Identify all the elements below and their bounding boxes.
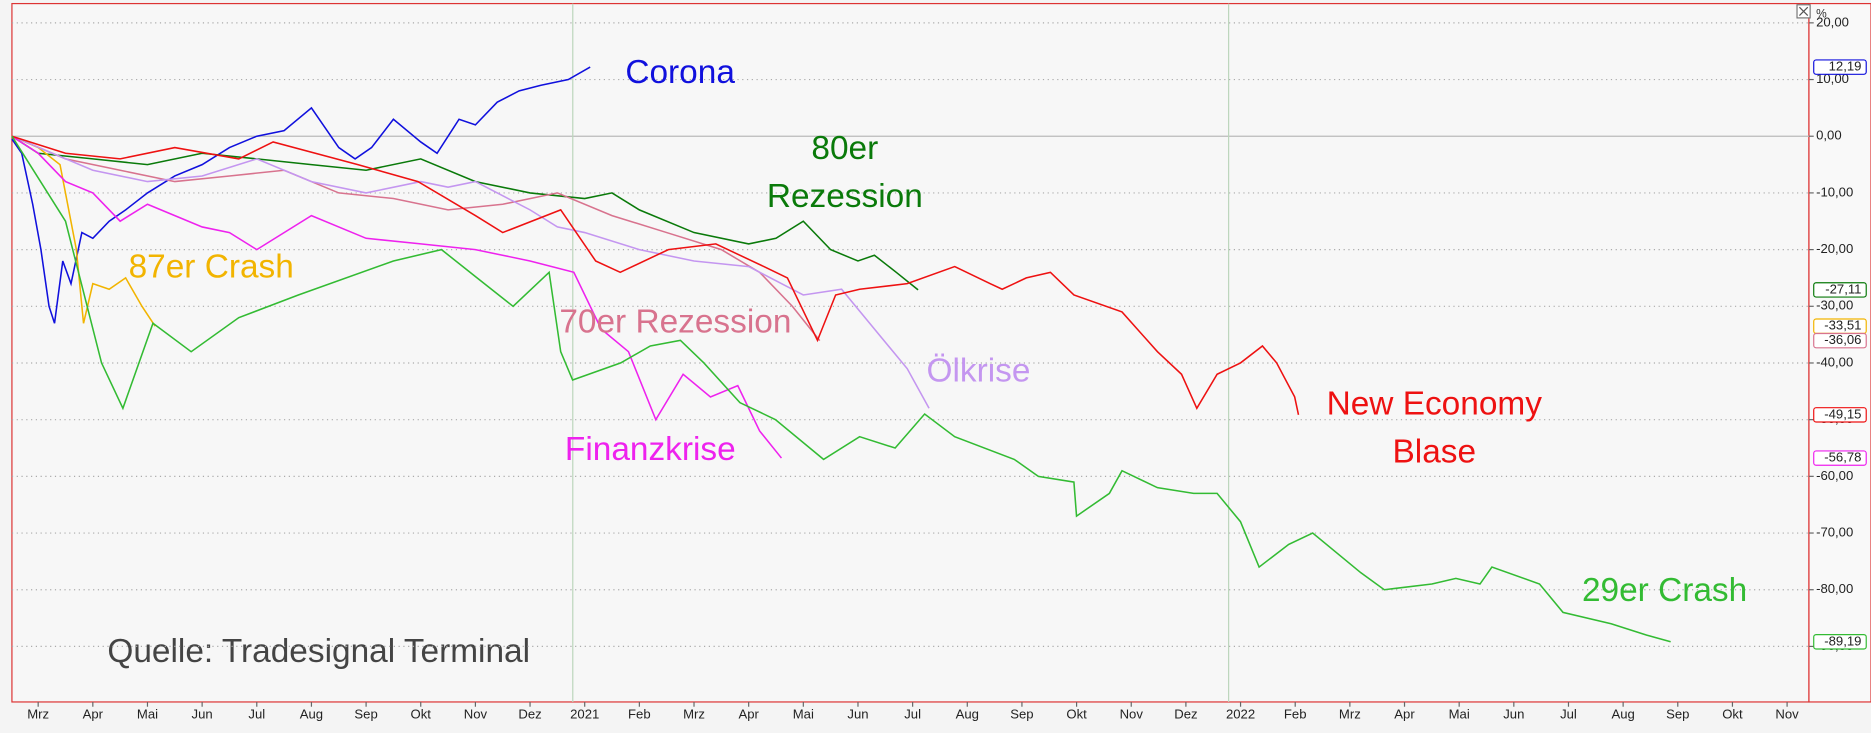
series-label: Ölkrise xyxy=(926,352,1030,389)
x-tick-label: Mrz xyxy=(27,707,49,722)
last-value-badge xyxy=(1813,634,1867,650)
x-tick-label: Jul xyxy=(904,707,921,722)
x-tick-label: Jul xyxy=(1560,707,1577,722)
series-label: Rezession xyxy=(767,178,923,215)
x-tick-label: Apr xyxy=(1394,707,1415,722)
x-tick-label: Dez xyxy=(518,707,541,722)
x-tick-label: Sep xyxy=(354,707,377,722)
x-tick-label: Sep xyxy=(1010,707,1033,722)
series-line xyxy=(11,135,1300,416)
close-icon xyxy=(1798,6,1809,16)
last-value-badge xyxy=(1813,282,1867,298)
y-tick-label: 20,00 xyxy=(1816,14,1849,29)
x-tick-label: Mai xyxy=(1449,707,1470,722)
y-axis-panel xyxy=(1808,2,1871,703)
lines xyxy=(11,66,1671,643)
y-tick-label: 0,00 xyxy=(1816,128,1842,143)
last-value-badge xyxy=(1813,59,1867,75)
x-tick-label: Nov xyxy=(1120,707,1144,722)
series-label: Blase xyxy=(1392,433,1476,470)
x-tick-label: Mai xyxy=(793,707,814,722)
plot-area xyxy=(11,2,1810,703)
last-value-badge xyxy=(1813,407,1867,423)
series-line xyxy=(11,135,919,291)
series-line xyxy=(11,135,821,342)
y-tick-label: -20,00 xyxy=(1816,241,1853,256)
series-label: 70er Rezession xyxy=(559,303,791,340)
last-value-label: -27,11 xyxy=(1825,281,1861,296)
y-tick-label: -40,00 xyxy=(1816,354,1853,369)
x-tick-label: Okt xyxy=(411,707,432,722)
x-tick-label: Dez xyxy=(1174,707,1197,722)
x-tick-label: Sep xyxy=(1666,707,1689,722)
x-tick-label: Mrz xyxy=(683,707,705,722)
series-line xyxy=(11,135,1671,643)
x-tick-label: Feb xyxy=(1284,707,1307,722)
x-tick-label: Feb xyxy=(628,707,651,722)
last-value-badge xyxy=(1813,332,1867,349)
x-tick-label: Nov xyxy=(1775,707,1799,722)
series-label: 87er Crash xyxy=(129,248,294,285)
x-tick-label: Jul xyxy=(248,707,265,722)
last-value-label: 12,19 xyxy=(1829,59,1862,74)
labels: Corona 12,19 80er Rezession -27,11 87er Crash… xyxy=(129,54,1867,650)
series-line xyxy=(11,135,156,327)
source-note: Quelle: Tradesignal Terminal xyxy=(107,633,530,670)
x-tick-label: 2021 xyxy=(570,707,599,722)
series-line xyxy=(11,135,930,409)
x-tick-label: Jun xyxy=(192,707,213,722)
last-value-label: -89,19 xyxy=(1824,633,1861,648)
series-line xyxy=(11,135,783,459)
y-tick-label: -80,00 xyxy=(1816,581,1853,596)
x-tick-label: Jun xyxy=(847,707,868,722)
x-tick-label: Apr xyxy=(738,707,759,722)
y-tick-label: -30,00 xyxy=(1816,298,1853,313)
last-value-badge xyxy=(1813,450,1867,466)
x-tick-label: Apr xyxy=(83,707,104,722)
x-tick-label: Mai xyxy=(137,707,158,722)
x-tick-label: Nov xyxy=(464,707,488,722)
x-tick-label: Mrz xyxy=(1339,707,1361,722)
series-label: New Economy xyxy=(1327,386,1543,423)
series-label: 29er Crash xyxy=(1582,572,1747,609)
x-tick-label: Okt xyxy=(1722,707,1743,722)
x-tick-label: Okt xyxy=(1066,707,1087,722)
y-tick-label: -60,00 xyxy=(1816,468,1853,483)
x-tick-label: Aug xyxy=(956,707,979,722)
x-tick-label: 2022 xyxy=(1226,707,1255,722)
series-label: 80er xyxy=(811,130,878,167)
x-tick-label: Jun xyxy=(1503,707,1524,722)
series-line xyxy=(11,66,591,324)
grid: 20,0010,000,00-10,00-20,00-30,00-40,00-5… xyxy=(11,3,1853,722)
y-tick-label: -70,00 xyxy=(1816,525,1853,540)
x-tick-label: Aug xyxy=(300,707,323,722)
y-tick-label: -10,00 xyxy=(1816,184,1853,199)
last-value-label: -49,15 xyxy=(1824,406,1861,421)
last-value-label: -36,06 xyxy=(1824,332,1861,347)
series-label: Finanzkrise xyxy=(565,431,736,468)
unit-label: % xyxy=(1816,6,1827,20)
last-value-label: -56,78 xyxy=(1824,450,1861,465)
x-tick-label: Aug xyxy=(1611,707,1634,722)
last-value-label: -33,51 xyxy=(1824,318,1861,333)
series-label: Corona xyxy=(625,54,735,91)
